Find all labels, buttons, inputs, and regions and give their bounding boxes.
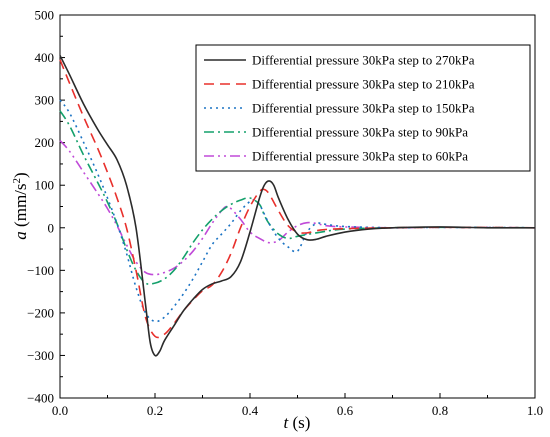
legend-label: Differential pressure 30kPa step to 60kP… [252, 149, 468, 164]
x-tick-label: 0.8 [432, 403, 448, 418]
x-tick-label: 0.6 [337, 403, 354, 418]
y-axis-unit-sup: 2 [11, 178, 23, 184]
x-axis-symbol: t [284, 413, 290, 432]
y-tick-label: −100 [27, 263, 54, 278]
x-axis-unit: (s) [288, 413, 310, 432]
x-tick-label: 1.0 [527, 403, 543, 418]
y-tick-label: 200 [35, 135, 55, 150]
x-axis-title: t (s) [284, 413, 311, 432]
axis-ticks: 0.0 0.2 0.4 0.6 0.8 1.0 −400 −300 −200 −100 0 100 20… [27, 8, 543, 419]
y-axis-unit-close: ) [11, 172, 30, 178]
x-tick-label: 0.4 [242, 403, 259, 418]
y-tick-label: 400 [35, 50, 55, 65]
legend-label: Differential pressure 30kPa step to 150k… [252, 101, 475, 116]
y-tick-label: 500 [35, 8, 55, 23]
y-tick-label: −300 [27, 348, 54, 363]
legend-label: Differential pressure 30kPa step to 90kP… [252, 125, 468, 140]
legend-label: Differential pressure 30kPa step to 270k… [252, 53, 475, 68]
x-tick-label: 0.2 [147, 403, 163, 418]
y-tick-label: 300 [35, 93, 55, 108]
series-layer [59, 55, 536, 357]
y-axis-unit: (mm/s [11, 183, 30, 231]
series-line-3 [59, 99, 536, 323]
legend-box [195, 44, 531, 172]
y-tick-label: 100 [35, 178, 55, 193]
series-line-1 [59, 55, 536, 357]
y-tick-label: −200 [27, 305, 54, 320]
y-tick-label: 0 [48, 220, 55, 235]
legend-label: Differential pressure 30kPa step to 210k… [252, 77, 475, 92]
x-tick-label: 0.0 [52, 403, 68, 418]
y-axis-symbol: a [11, 231, 30, 240]
series-line-2 [59, 59, 536, 339]
y-axis-title: a (mm/s2) [11, 172, 30, 239]
y-tick-label: −400 [27, 391, 54, 406]
legend: Differential pressure 30kPa step to 270k… [195, 44, 531, 172]
